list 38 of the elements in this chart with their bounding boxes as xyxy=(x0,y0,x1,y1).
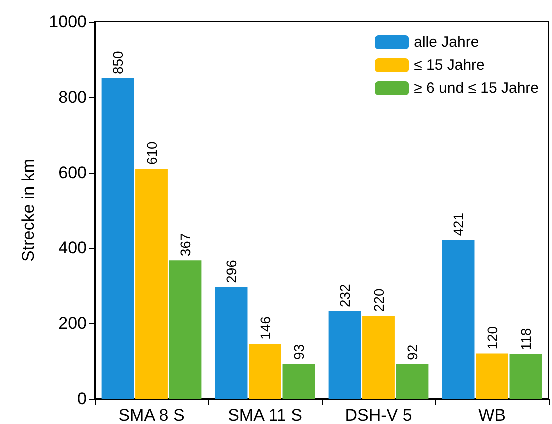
x-tick-label: WB xyxy=(478,406,506,424)
legend-label: alle Jahre xyxy=(414,34,480,51)
bar xyxy=(249,344,282,399)
data-label: 367 xyxy=(177,233,194,257)
x-tick-label: DSH-V 5 xyxy=(345,406,412,424)
bar xyxy=(396,364,429,399)
x-tick-label: SMA 8 S xyxy=(118,406,185,424)
bar xyxy=(282,364,316,399)
data-label: 93 xyxy=(290,344,307,360)
bar xyxy=(215,287,248,399)
legend-label: ≥ 6 und ≤ 15 Jahre xyxy=(414,80,540,97)
data-label: 120 xyxy=(484,326,500,350)
x-tick-label: SMA 11 S xyxy=(228,406,302,424)
bar xyxy=(169,260,202,399)
y-tick-label: 800 xyxy=(58,88,87,107)
y-tick-label: 400 xyxy=(58,238,87,258)
y-axis-title: Strecke in km xyxy=(19,159,38,262)
data-label: 421 xyxy=(450,212,467,236)
data-label: 118 xyxy=(518,328,534,351)
bar xyxy=(510,354,542,399)
y-tick-label: 1000 xyxy=(49,12,87,32)
bar xyxy=(136,169,168,399)
bar xyxy=(328,312,362,399)
y-tick-label: 0 xyxy=(78,390,87,408)
legend-label: ≤ 15 Jahre xyxy=(414,57,485,74)
data-label: 92 xyxy=(404,344,420,360)
data-label: 296 xyxy=(224,260,240,284)
data-label: 850 xyxy=(110,50,126,75)
y-tick-label: 600 xyxy=(58,163,87,182)
data-label: 220 xyxy=(370,288,387,312)
data-label: 610 xyxy=(144,141,160,166)
bar xyxy=(476,354,508,399)
bar xyxy=(102,78,134,399)
data-label: 146 xyxy=(257,316,274,340)
bar xyxy=(362,316,395,399)
data-label: 232 xyxy=(337,284,354,308)
bar xyxy=(442,240,475,399)
y-tick-label: 200 xyxy=(58,314,87,334)
